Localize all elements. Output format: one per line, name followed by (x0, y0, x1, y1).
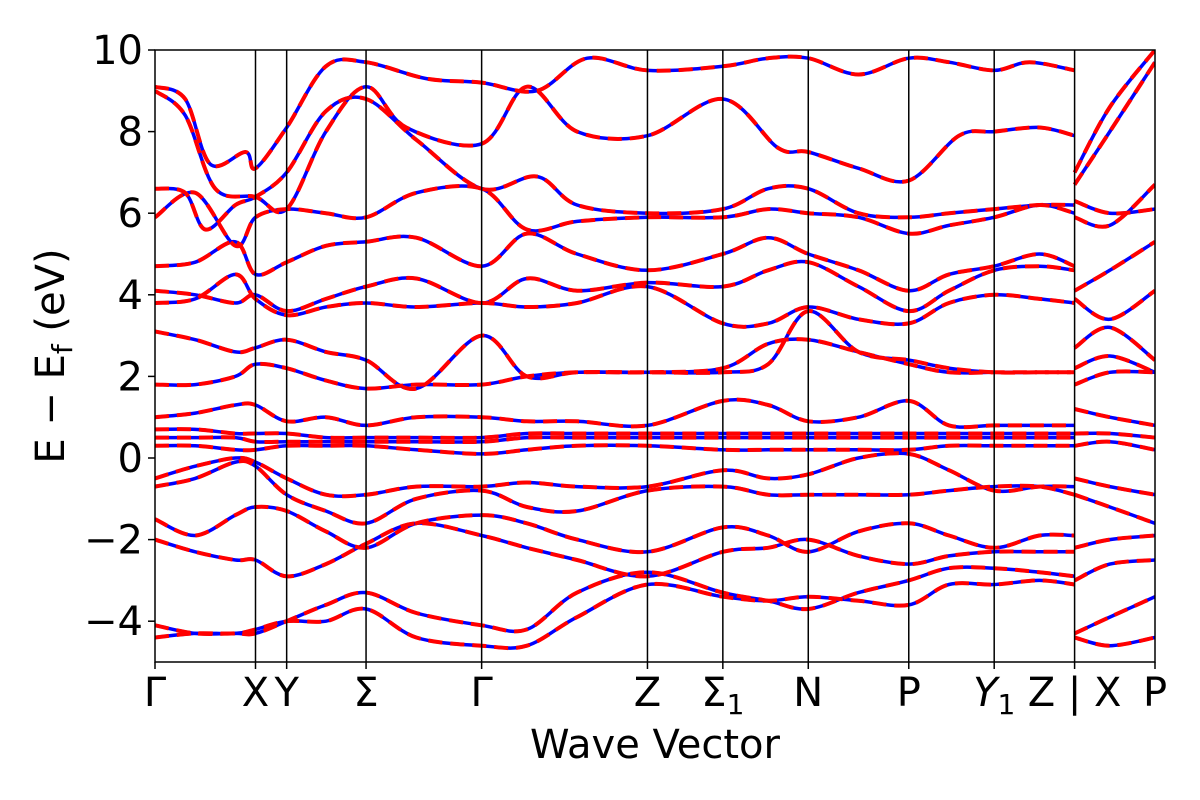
band-8-dashed-line (155, 329, 1075, 391)
bands-layer (155, 50, 1155, 651)
tail-band-16-dashed-line (1073, 558, 1155, 583)
x-tick-label: Γ (470, 670, 493, 716)
band-6-dashed-line (155, 259, 1075, 314)
y-tick-label: 2 (118, 354, 143, 400)
x-tick-label: Y (273, 670, 299, 716)
band-1-dashed-line (155, 54, 1075, 171)
band-7-dashed-line (155, 272, 1075, 329)
tail-band-6-dashed-line (1073, 289, 1155, 322)
x-tick-label: Γ (144, 670, 167, 716)
kpoint-vertical-lines (254, 50, 1076, 662)
tail-band-6-solid-line (1073, 289, 1155, 322)
band-1-solid-line (155, 54, 1075, 171)
x-tick-label: N (793, 670, 823, 716)
tail-band-5-dashed-line (1073, 240, 1155, 293)
tail-band-11-dashed-line (1074, 431, 1155, 440)
band-10-dashed-line (155, 397, 1075, 430)
y-tick-label: 6 (118, 191, 143, 237)
x-axis-label: Wave Vector (530, 722, 781, 768)
y-tick-label: 4 (118, 273, 143, 319)
y-axis-label: E − Ef (eV) (28, 248, 79, 463)
x-tick-label: P (1143, 670, 1167, 716)
band-2-solid-line (155, 84, 1076, 215)
tail-band-7-dashed-line (1073, 325, 1155, 362)
tail-band-13-dashed-line (1074, 476, 1155, 497)
plot-frame (154, 49, 1156, 663)
y-tick-label: 0 (118, 436, 143, 482)
x-tick-label: P (897, 670, 921, 716)
tail-band-1-dashed-line (1072, 50, 1155, 174)
tail-band-3-dashed-line (1073, 199, 1155, 216)
x-tick-label: Σ1 (701, 670, 744, 721)
y-tick-label: 10 (92, 28, 143, 74)
tail-band-4-dashed-line (1073, 183, 1155, 229)
tail-band-10-dashed-line (1074, 407, 1155, 428)
band-5-solid-line (155, 231, 1076, 293)
tail-band-8-dashed-line (1073, 354, 1155, 375)
tail-band-1-solid-line (1073, 50, 1155, 174)
x-tick-label: Y1 (973, 670, 1015, 721)
band-9-solid-line (155, 309, 1075, 391)
band-5-dashed-line (155, 231, 1076, 293)
band-12-dashed-line (155, 435, 1075, 445)
tail-band-17-dashed-line (1073, 594, 1155, 636)
band-19-dashed-line (155, 578, 1075, 651)
x-tick-label: Z | X (1028, 670, 1122, 716)
band-14-dashed-line (155, 451, 1075, 499)
band-9-dashed-line (155, 309, 1075, 391)
band-17-dashed-line (155, 521, 1075, 579)
tail-band-9-dashed-line (1073, 369, 1155, 387)
x-axis-kpoint-labels: Γ X Y Σ Γ Z Σ1 N P Y1 Z | X P (144, 662, 1167, 721)
x-tick-label: Z (634, 670, 661, 716)
band-13-dashed-line (155, 443, 1075, 456)
tail-band-15-dashed-line (1074, 533, 1155, 550)
tail-band-18-dashed-line (1074, 635, 1155, 648)
y-tick-label: 8 (118, 110, 143, 156)
tail-band-2-solid-line (1073, 61, 1155, 186)
tail-band-14-dashed-line (1073, 492, 1155, 526)
band-16-dashed-line (155, 504, 1075, 555)
y-tick-label: −4 (84, 599, 143, 645)
band-18-dashed-line (155, 565, 1075, 637)
band-4-dashed-line (155, 183, 1076, 249)
band-15-dashed-line (155, 459, 1076, 526)
band-11-dashed-line (155, 427, 1075, 440)
y-tick-label: −2 (84, 518, 143, 564)
band-2-dashed-line (155, 84, 1076, 215)
x-tick-label: X (242, 670, 269, 716)
y-axis-ticks: 10 8 6 4 2 0 −2 −4 (84, 28, 155, 645)
band-3-dashed-line (155, 95, 1075, 232)
tail-band-12-dashed-line (1074, 439, 1155, 452)
x-tick-label: Σ (353, 670, 378, 716)
